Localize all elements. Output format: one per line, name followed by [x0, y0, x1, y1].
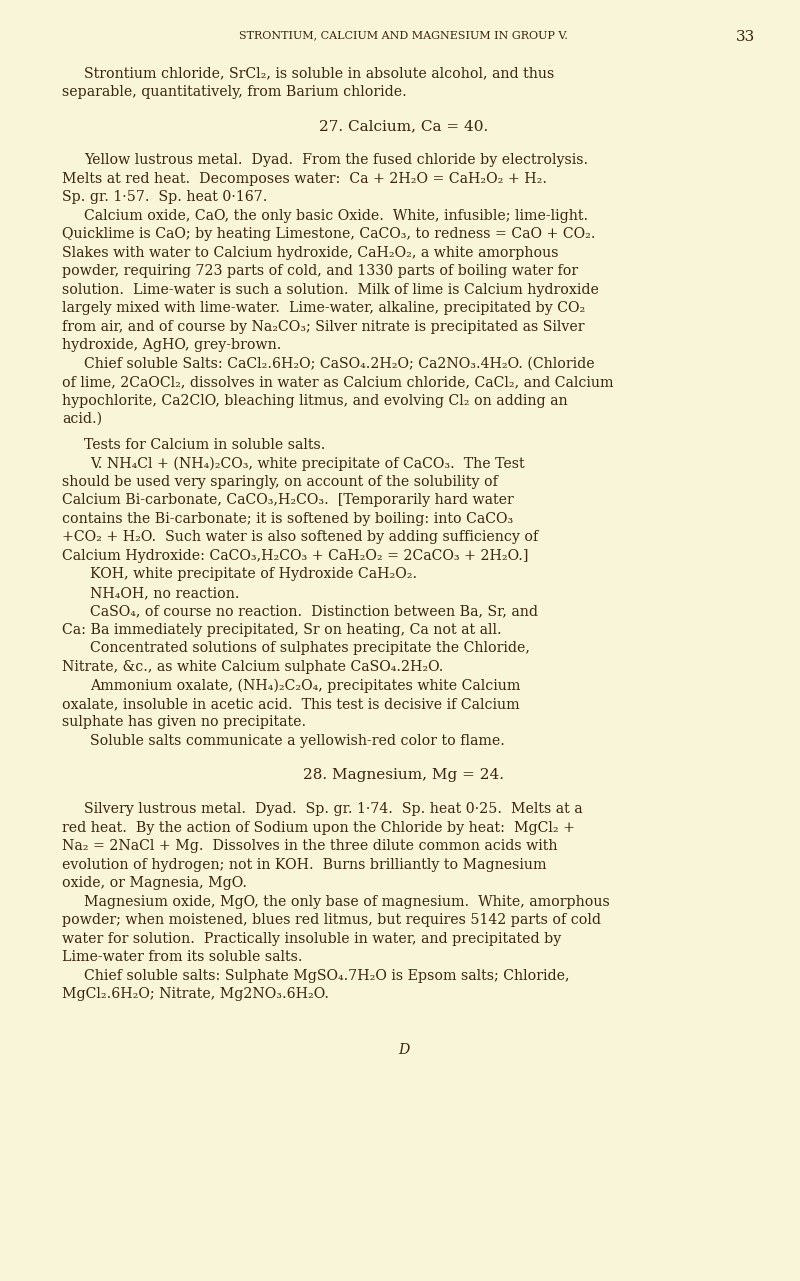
Text: evolution of hydrogen; not in KOH.  Burns brilliantly to Magnesium: evolution of hydrogen; not in KOH. Burns…	[62, 858, 546, 872]
Text: Quicklime is CaO; by heating Limestone, CaCO₃, to redness = CaO + CO₂.: Quicklime is CaO; by heating Limestone, …	[62, 227, 595, 241]
Text: Calcium oxide, CaO, the only basic Oxide.  White, infusible; lime-light.: Calcium oxide, CaO, the only basic Oxide…	[84, 209, 588, 223]
Text: acid.): acid.)	[62, 412, 102, 427]
Text: Strontium chloride, SrCl₂, is soluble in absolute alcohol, and thus: Strontium chloride, SrCl₂, is soluble in…	[84, 67, 554, 81]
Text: Chief soluble salts: Sulphate MgSO₄.7H₂O is Epsom salts; Chloride,: Chief soluble salts: Sulphate MgSO₄.7H₂O…	[84, 968, 570, 983]
Text: oxide, or Magnesia, MgO.: oxide, or Magnesia, MgO.	[62, 876, 247, 890]
Text: 28. Magnesium, Mg = 24.: 28. Magnesium, Mg = 24.	[303, 769, 504, 783]
Text: Nitrate, &c., as white Calcium sulphate CaSO₄.2H₂O.: Nitrate, &c., as white Calcium sulphate …	[62, 660, 443, 674]
Text: 33: 33	[736, 29, 755, 44]
Text: powder, requiring 723 parts of cold, and 1330 parts of boiling water for: powder, requiring 723 parts of cold, and…	[62, 264, 578, 278]
Text: hypochlorite, Ca2ClO, bleaching litmus, and evolving Cl₂ on adding an: hypochlorite, Ca2ClO, bleaching litmus, …	[62, 393, 568, 407]
Text: Sp. gr. 1·57.  Sp. heat 0·167.: Sp. gr. 1·57. Sp. heat 0·167.	[62, 190, 267, 204]
Text: 27. Calcium, Ca = 40.: 27. Calcium, Ca = 40.	[319, 119, 488, 133]
Text: hydroxide, AgHO, grey-brown.: hydroxide, AgHO, grey-brown.	[62, 338, 282, 352]
Text: water for solution.  Practically insoluble in water, and precipitated by: water for solution. Practically insolubl…	[62, 931, 562, 945]
Text: Soluble salts communicate a yellowish-red color to flame.: Soluble salts communicate a yellowish-re…	[90, 734, 505, 748]
Text: separable, quantitatively, from Barium chloride.: separable, quantitatively, from Barium c…	[62, 85, 406, 99]
Text: should be used very sparingly, on account of the solubility of: should be used very sparingly, on accoun…	[62, 475, 498, 489]
Text: largely mixed with lime-water.  Lime-water, alkaline, precipitated by CO₂: largely mixed with lime-water. Lime-wate…	[62, 301, 586, 315]
Text: Calcium Hydroxide: CaCO₃,H₂CO₃ + CaH₂O₂ = 2CaCO₃ + 2H₂O.]: Calcium Hydroxide: CaCO₃,H₂CO₃ + CaH₂O₂ …	[62, 550, 529, 562]
Text: Ammonium oxalate, (NH₄)₂C₂O₄, precipitates white Calcium: Ammonium oxalate, (NH₄)₂C₂O₄, precipitat…	[90, 679, 520, 693]
Text: KOH, white precipitate of Hydroxide CaH₂O₂.: KOH, white precipitate of Hydroxide CaH₂…	[90, 567, 417, 582]
Text: red heat.  By the action of Sodium upon the Chloride by heat:  MgCl₂ +: red heat. By the action of Sodium upon t…	[62, 821, 575, 835]
Text: Lime-water from its soluble salts.: Lime-water from its soluble salts.	[62, 951, 302, 965]
Text: STRONTIUM, CALCIUM AND MAGNESIUM IN GROUP V.: STRONTIUM, CALCIUM AND MAGNESIUM IN GROU…	[239, 29, 568, 40]
Text: Tests for Calcium in soluble salts.: Tests for Calcium in soluble salts.	[84, 438, 326, 452]
Text: NH₄OH, no reaction.: NH₄OH, no reaction.	[90, 585, 239, 600]
Text: Calcium Bi-carbonate, CaCO₃,H₂CO₃.  [Temporarily hard water: Calcium Bi-carbonate, CaCO₃,H₂CO₃. [Temp…	[62, 493, 514, 507]
Text: Slakes with water to Calcium hydroxide, CaH₂O₂, a white amorphous: Slakes with water to Calcium hydroxide, …	[62, 246, 558, 260]
Text: powder; when moistened, blues red litmus, but requires 5142 parts of cold: powder; when moistened, blues red litmus…	[62, 913, 601, 927]
Text: Chief soluble Salts: CaCl₂.6H₂O; CaSO₄.2H₂O; Ca2NO₃.4H₂O. (Chloride: Chief soluble Salts: CaCl₂.6H₂O; CaSO₄.2…	[84, 356, 594, 370]
Text: Yellow lustrous metal.  Dyad.  From the fused chloride by electrolysis.: Yellow lustrous metal. Dyad. From the fu…	[84, 152, 588, 167]
Text: of lime, 2CaOCl₂, dissolves in water as Calcium chloride, CaCl₂, and Calcium: of lime, 2CaOCl₂, dissolves in water as …	[62, 375, 614, 389]
Text: from air, and of course by Na₂CO₃; Silver nitrate is precipitated as Silver: from air, and of course by Na₂CO₃; Silve…	[62, 319, 585, 333]
Text: sulphate has given no precipitate.: sulphate has given no precipitate.	[62, 715, 306, 729]
Text: +CO₂ + H₂O.  Such water is also softened by adding sufficiency of: +CO₂ + H₂O. Such water is also softened …	[62, 530, 538, 544]
Text: MgCl₂.6H₂O; Nitrate, Mg2NO₃.6H₂O.: MgCl₂.6H₂O; Nitrate, Mg2NO₃.6H₂O.	[62, 988, 329, 1002]
Text: Ca: Ba immediately precipitated, Sr on heating, Ca not at all.: Ca: Ba immediately precipitated, Sr on h…	[62, 623, 502, 637]
Text: oxalate, insoluble in acetic acid.  This test is decisive if Calcium: oxalate, insoluble in acetic acid. This …	[62, 697, 520, 711]
Text: D: D	[398, 1043, 409, 1057]
Text: contains the Bi-carbonate; it is softened by boiling: into CaCO₃: contains the Bi-carbonate; it is softene…	[62, 512, 514, 526]
Text: Magnesium oxide, MgO, the only base of magnesium.  White, amorphous: Magnesium oxide, MgO, the only base of m…	[84, 895, 610, 910]
Text: Na₂ = 2NaCl + Mg.  Dissolves in the three dilute common acids with: Na₂ = 2NaCl + Mg. Dissolves in the three…	[62, 839, 558, 853]
Text: V. NH₄Cl + (NH₄)₂CO₃, white precipitate of CaCO₃.  The Test: V. NH₄Cl + (NH₄)₂CO₃, white precipitate …	[90, 456, 525, 471]
Text: Melts at red heat.  Decomposes water:  Ca + 2H₂O = CaH₂O₂ + H₂.: Melts at red heat. Decomposes water: Ca …	[62, 172, 547, 186]
Text: Concentrated solutions of sulphates precipitate the Chloride,: Concentrated solutions of sulphates prec…	[90, 642, 530, 656]
Text: Silvery lustrous metal.  Dyad.  Sp. gr. 1·74.  Sp. heat 0·25.  Melts at a: Silvery lustrous metal. Dyad. Sp. gr. 1·…	[84, 802, 582, 816]
Text: CaSO₄, of course no reaction.  Distinction between Ba, Sr, and: CaSO₄, of course no reaction. Distinctio…	[90, 605, 538, 619]
Text: solution.  Lime-water is such a solution.  Milk of lime is Calcium hydroxide: solution. Lime-water is such a solution.…	[62, 283, 599, 296]
